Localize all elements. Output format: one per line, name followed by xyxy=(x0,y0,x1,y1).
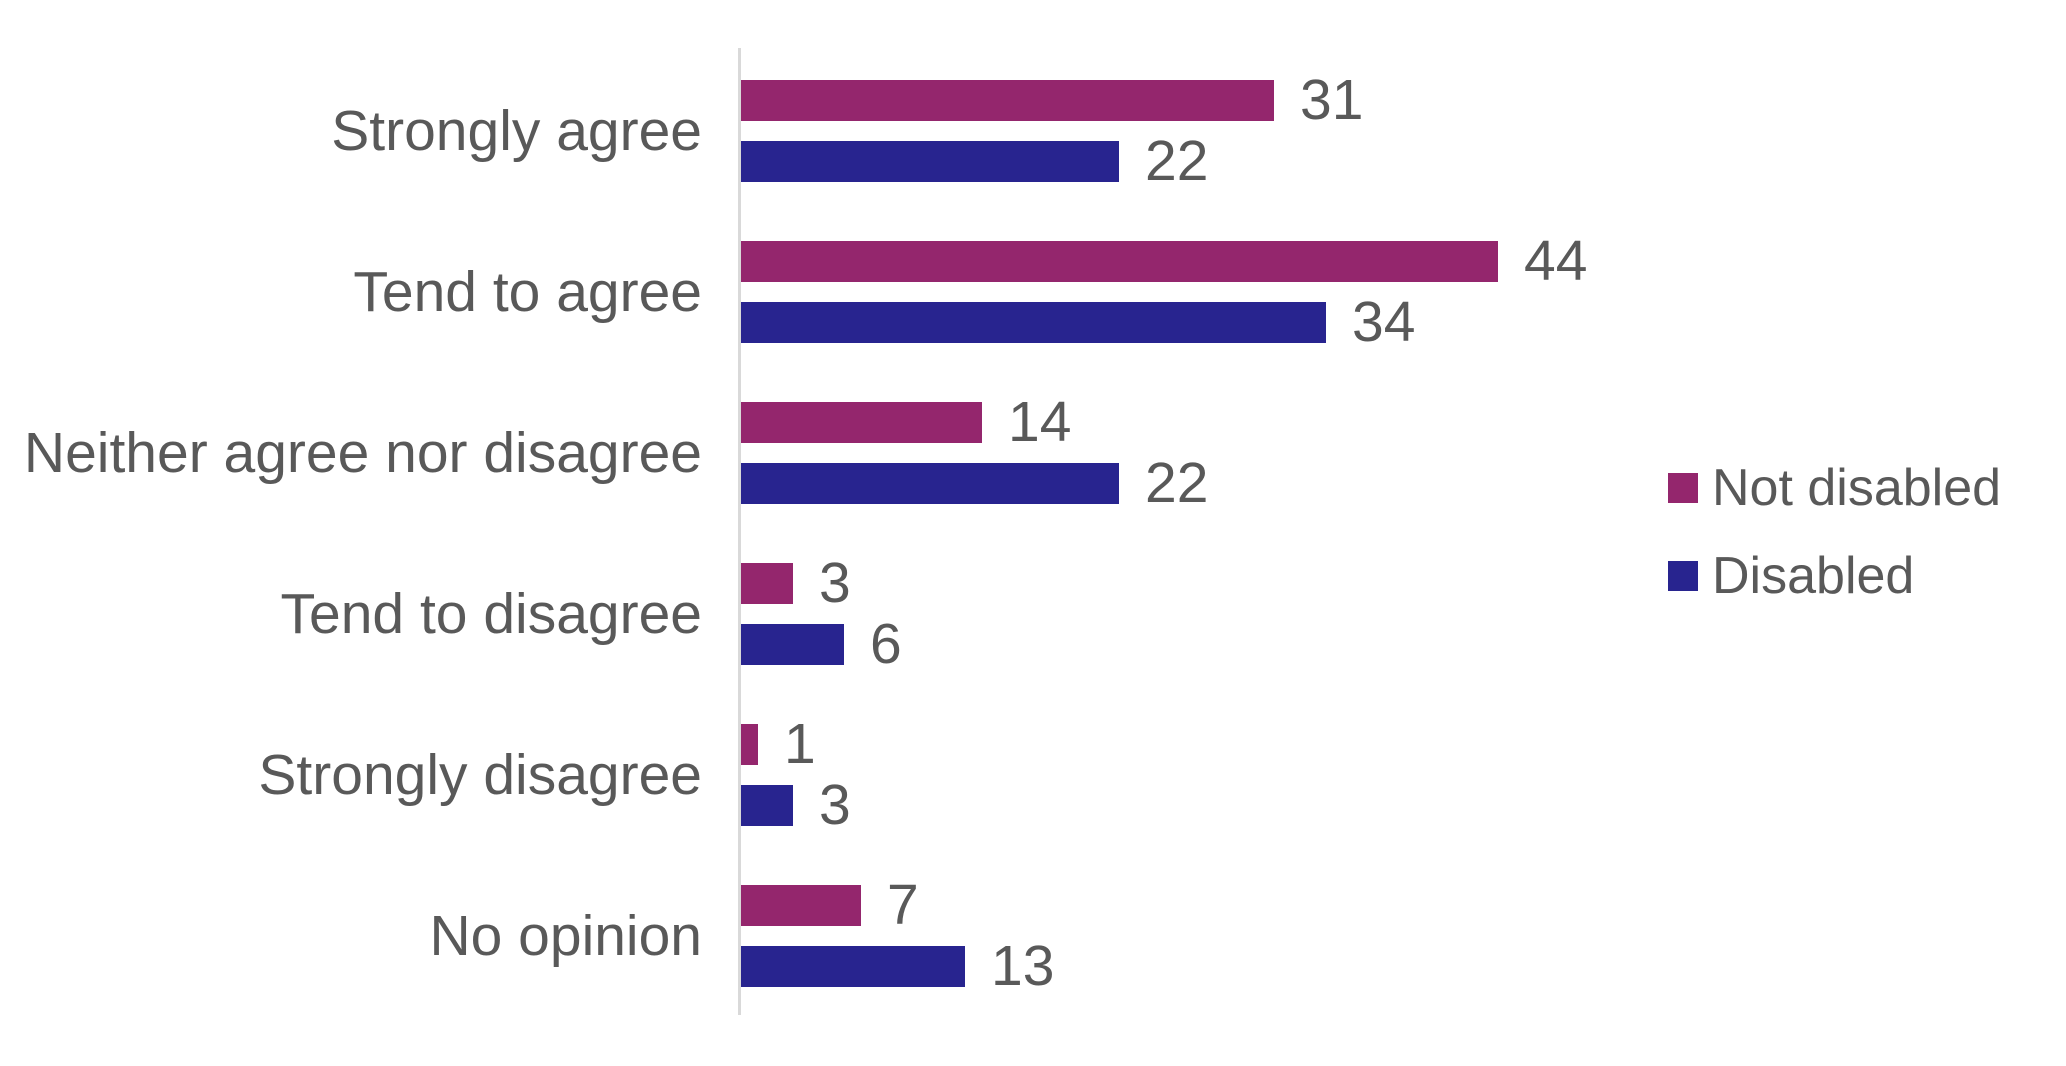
category-label-strongly-disagree: Strongly disagree xyxy=(258,743,702,807)
bar-not-disabled-strongly-agree xyxy=(741,80,1274,121)
legend-marker-square-not-disabled xyxy=(1668,473,1698,503)
value-label-not-disabled-tend-to-agree: 44 xyxy=(1524,229,1588,293)
category-label-strongly-agree: Strongly agree xyxy=(331,99,702,163)
value-label-not-disabled-no-opinion: 7 xyxy=(887,873,919,937)
legend-marker-square-disabled xyxy=(1668,561,1698,591)
value-label-disabled-strongly-agree: 22 xyxy=(1145,129,1209,193)
bar-not-disabled-no-opinion xyxy=(741,885,861,926)
bar-disabled-tend-to-disagree xyxy=(741,624,844,665)
value-label-not-disabled-strongly-disagree: 1 xyxy=(784,712,816,776)
bar-disabled-tend-to-agree xyxy=(741,302,1326,343)
value-label-disabled-tend-to-disagree: 6 xyxy=(870,612,902,676)
legend-label-not-disabled: Not disabled xyxy=(1712,459,2002,517)
legend-item-disabled: Disabled xyxy=(1668,546,2001,606)
category-label-no-opinion: No opinion xyxy=(429,904,702,968)
category-label-tend-to-disagree: Tend to disagree xyxy=(280,582,702,646)
category-axis-line xyxy=(738,48,741,1015)
bar-disabled-neither-agree-nor-disagree xyxy=(741,463,1119,504)
bar-not-disabled-strongly-disagree xyxy=(741,724,758,765)
category-label-tend-to-agree: Tend to agree xyxy=(353,260,702,324)
bar-not-disabled-tend-to-agree xyxy=(741,241,1498,282)
value-label-not-disabled-neither-agree-nor-disagree: 14 xyxy=(1008,390,1072,454)
value-label-disabled-strongly-disagree: 3 xyxy=(819,773,851,837)
category-label-neither-agree-nor-disagree: Neither agree nor disagree xyxy=(23,421,702,485)
bar-not-disabled-neither-agree-nor-disagree xyxy=(741,402,982,443)
bar-not-disabled-tend-to-disagree xyxy=(741,563,793,604)
value-label-disabled-tend-to-agree: 34 xyxy=(1352,290,1416,354)
legend-label-disabled: Disabled xyxy=(1712,547,1915,605)
legend-item-not-disabled: Not disabled xyxy=(1668,458,2001,518)
bar-disabled-strongly-agree xyxy=(741,141,1119,182)
value-label-disabled-neither-agree-nor-disagree: 22 xyxy=(1145,451,1209,515)
legend: Not disabled Disabled xyxy=(1668,458,2001,606)
value-label-disabled-no-opinion: 13 xyxy=(991,934,1055,998)
value-label-not-disabled-strongly-agree: 31 xyxy=(1300,68,1364,132)
value-label-not-disabled-tend-to-disagree: 3 xyxy=(819,551,851,615)
bar-disabled-no-opinion xyxy=(741,946,965,987)
bar-disabled-strongly-disagree xyxy=(741,785,793,826)
